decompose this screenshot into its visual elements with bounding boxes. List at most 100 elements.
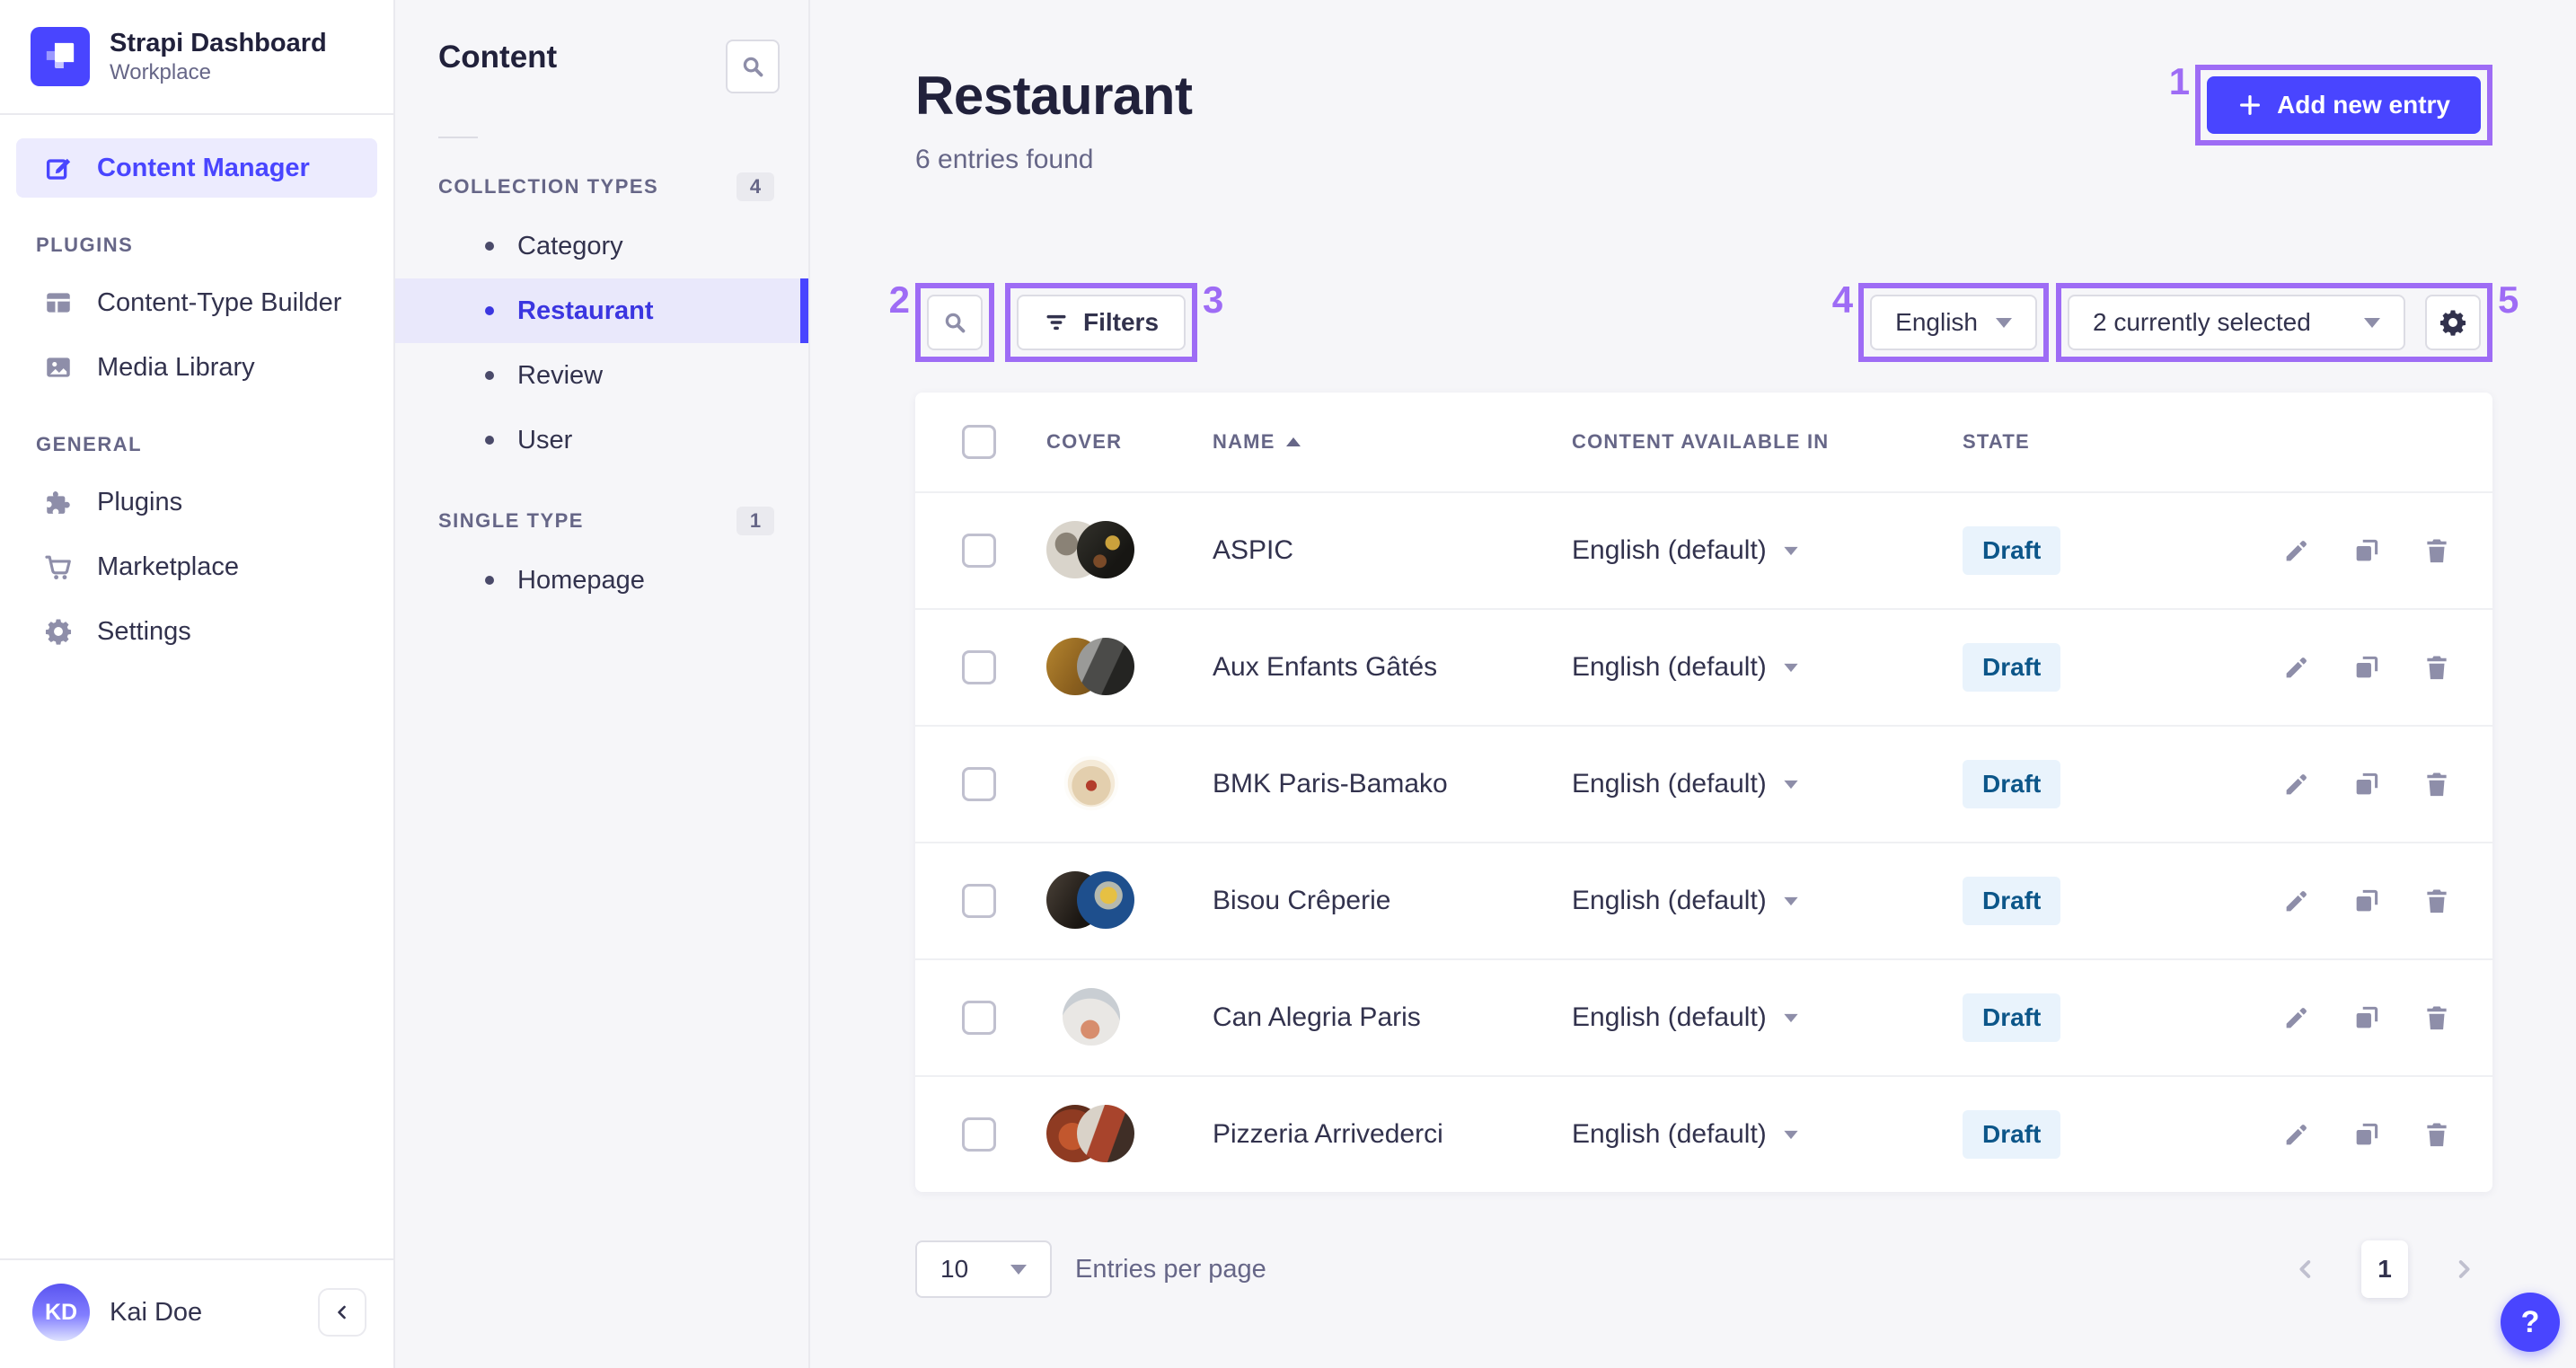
row-checkbox[interactable] [962,767,996,801]
table-row[interactable]: ASPIC English (default) Draft [915,491,2492,608]
edit-icon[interactable] [2281,652,2312,683]
edit-icon[interactable] [2281,886,2312,916]
row-checkbox[interactable] [962,1001,996,1035]
pagination: 1 [2291,1240,2478,1298]
pen-square-icon [46,159,71,180]
annotation-box-5: 5 2 currently selected [2056,281,2519,362]
collection-types-label: COLLECTION TYPES [438,175,659,198]
column-header-name[interactable]: NAME [1213,430,1572,454]
user-row: KD Kai Doe [0,1258,393,1368]
locale-cell-select[interactable]: English (default) [1572,886,1963,916]
content-sub-nav: Content COLLECTION TYPES 4 Category Rest… [395,0,810,1368]
delete-icon[interactable] [2422,769,2452,799]
row-checkbox[interactable] [962,650,996,684]
cart-icon [45,555,71,580]
plus-icon [2240,95,2261,115]
sidebar-item-media-library[interactable]: Media Library [16,338,377,397]
chevron-down-icon [1784,663,1798,672]
locale-cell-select[interactable]: English (default) [1572,652,1963,683]
cover-thumbnail [1046,755,1145,814]
sidebar-item-plugins[interactable]: Plugins [16,472,377,532]
gear-icon [2439,310,2466,336]
divider [438,137,478,138]
cover-thumbnail [1046,988,1145,1047]
select-all-checkbox[interactable] [962,425,996,459]
sub-nav-item-category[interactable]: Category [395,214,808,278]
page-title: Restaurant [915,66,1193,126]
layout-icon [47,293,70,313]
main-sidebar: Strapi Dashboard Workplace Content Manag… [0,0,395,1368]
sub-nav-item-label: Review [517,360,604,390]
filters-button[interactable]: Filters [1017,295,1187,350]
main-content: Restaurant 6 entries found 1 Add new ent… [810,0,2576,1368]
annotation-label-4: 4 [1831,278,1854,321]
delete-icon[interactable] [2422,886,2452,916]
delete-icon[interactable] [2422,1119,2452,1150]
list-search-button[interactable] [927,295,983,350]
locale-cell-select[interactable]: English (default) [1572,535,1963,566]
edit-icon[interactable] [2281,1002,2312,1033]
strapi-logo-icon [31,27,90,87]
row-checkbox[interactable] [962,534,996,568]
sidebar-item-content-type-builder[interactable]: Content-Type Builder [16,273,377,332]
status-badge: Draft [1963,526,2061,575]
duplicate-icon[interactable] [2351,1002,2382,1033]
entries-found-text: 6 entries found [915,145,1094,174]
table-row[interactable]: BMK Paris-Bamako English (default) Draft [915,725,2492,842]
entries-table: COVER NAME CONTENT AVAILABLE IN STATE AS… [915,393,2492,1192]
column-header-cover: COVER [1046,430,1123,453]
table-row[interactable]: Bisou Crêperie English (default) Draft [915,842,2492,958]
sidebar-item-marketplace[interactable]: Marketplace [16,537,377,596]
locale-cell-select[interactable]: English (default) [1572,1002,1963,1033]
next-page-icon[interactable] [2449,1255,2478,1284]
chevron-left-icon [338,1305,346,1319]
sub-nav-item-homepage[interactable]: Homepage [395,548,808,613]
sub-nav-item-user[interactable]: User [395,408,808,472]
user-name: Kai Doe [110,1297,203,1327]
fields-select[interactable]: 2 currently selected [2068,295,2405,350]
delete-icon[interactable] [2422,535,2452,566]
row-checkbox[interactable] [962,1117,996,1152]
duplicate-icon[interactable] [2351,769,2382,799]
sub-nav-item-label: Restaurant [517,296,654,325]
page-size-select[interactable]: 10 [915,1240,1052,1298]
delete-icon[interactable] [2422,652,2452,683]
collapse-sidebar-button[interactable] [318,1288,366,1337]
help-button[interactable]: ? [2501,1293,2560,1352]
add-new-entry-button[interactable]: Add new entry [2207,76,2481,134]
delete-icon[interactable] [2422,1002,2452,1033]
sidebar-item-label: Content-Type Builder [97,287,342,317]
table-row[interactable]: Aux Enfants Gâtés English (default) Draf… [915,608,2492,725]
view-settings-button[interactable] [2425,295,2481,350]
chevron-down-icon [1784,896,1798,905]
duplicate-icon[interactable] [2351,886,2382,916]
locale-cell-select[interactable]: English (default) [1572,1119,1963,1150]
table-row[interactable]: Pizzeria Arrivederci English (default) D… [915,1075,2492,1192]
duplicate-icon[interactable] [2351,652,2382,683]
sub-nav-item-restaurant[interactable]: Restaurant [395,278,808,343]
edit-icon[interactable] [2281,1119,2312,1150]
table-row[interactable]: Can Alegria Paris English (default) Draf… [915,958,2492,1075]
sidebar-item-settings[interactable]: Settings [16,602,377,661]
app-title: Strapi Dashboard [110,29,327,57]
previous-page-icon[interactable] [2291,1255,2320,1284]
locale-select[interactable]: English [1870,295,2037,350]
sidebar-item-content-manager[interactable]: Content Manager [16,138,377,199]
locale-cell-select[interactable]: English (default) [1572,769,1963,799]
content-search-button[interactable] [726,40,780,93]
column-header-content-available-in: CONTENT AVAILABLE IN [1572,430,1830,453]
sub-nav-item-review[interactable]: Review [395,343,808,408]
duplicate-icon[interactable] [2351,535,2382,566]
duplicate-icon[interactable] [2351,1119,2382,1150]
row-checkbox[interactable] [962,884,996,918]
page-number-button[interactable]: 1 [2361,1240,2408,1298]
page-size-value: 10 [940,1255,969,1283]
edit-icon[interactable] [2281,535,2312,566]
entry-name: Bisou Crêperie [1213,886,1391,915]
edit-icon[interactable] [2281,769,2312,799]
workspace-name: Workplace [110,60,211,85]
annotation-label-2: 2 [888,278,910,321]
annotation-box-4: 4 English [1832,281,2049,362]
plugins-section-label: PLUGINS [36,234,134,257]
annotation-label-1: 1 [2168,60,2191,102]
